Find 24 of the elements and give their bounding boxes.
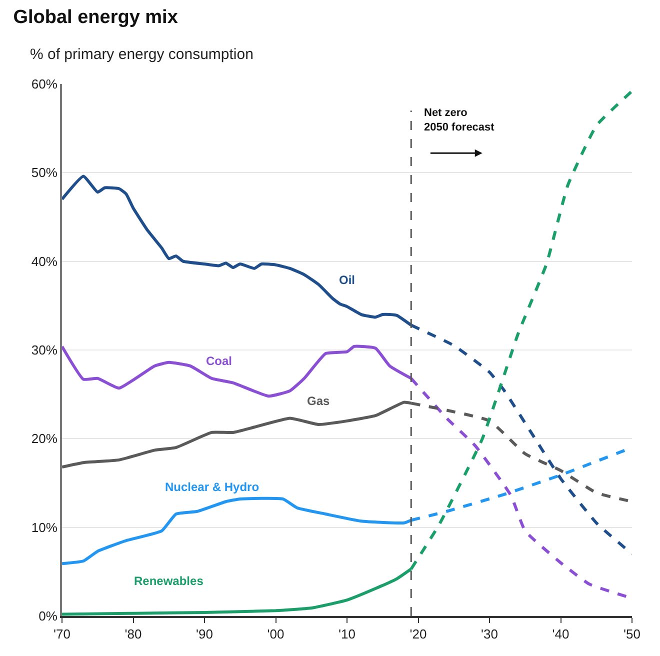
series-label: Gas bbox=[307, 394, 330, 408]
x-tick-label: '50 bbox=[624, 626, 640, 642]
series-label: Coal bbox=[206, 354, 232, 368]
x-tick-label: '40 bbox=[552, 626, 570, 642]
x-tick-label: '30 bbox=[481, 626, 498, 642]
chart-title: Global energy mix bbox=[13, 7, 178, 28]
x-tick-label: '20 bbox=[410, 626, 427, 642]
y-tick-label: 40% bbox=[31, 254, 58, 269]
series-label: Nuclear & Hydro bbox=[165, 480, 260, 494]
series-label: Oil bbox=[339, 273, 356, 287]
y-tick-label: 30% bbox=[31, 342, 58, 358]
y-tick-label: 60% bbox=[31, 76, 58, 92]
y-tick-label: 0% bbox=[38, 608, 58, 624]
y-tick-label: 20% bbox=[31, 431, 58, 446]
x-tick-label: '80 bbox=[124, 626, 142, 642]
y-tick-label: 50% bbox=[31, 165, 58, 180]
x-tick-label: '00 bbox=[267, 626, 284, 642]
x-tick-label: '70 bbox=[54, 626, 70, 642]
x-tick-label: '10 bbox=[338, 626, 356, 642]
x-tick-label: '90 bbox=[196, 626, 213, 642]
text: Renewables bbox=[134, 574, 204, 588]
ref-line-label: Net zero 2050 forecast bbox=[424, 107, 495, 134]
chart-subtitle: % of primary energy consumption bbox=[30, 46, 254, 63]
y-tick-label: 10% bbox=[31, 520, 58, 535]
